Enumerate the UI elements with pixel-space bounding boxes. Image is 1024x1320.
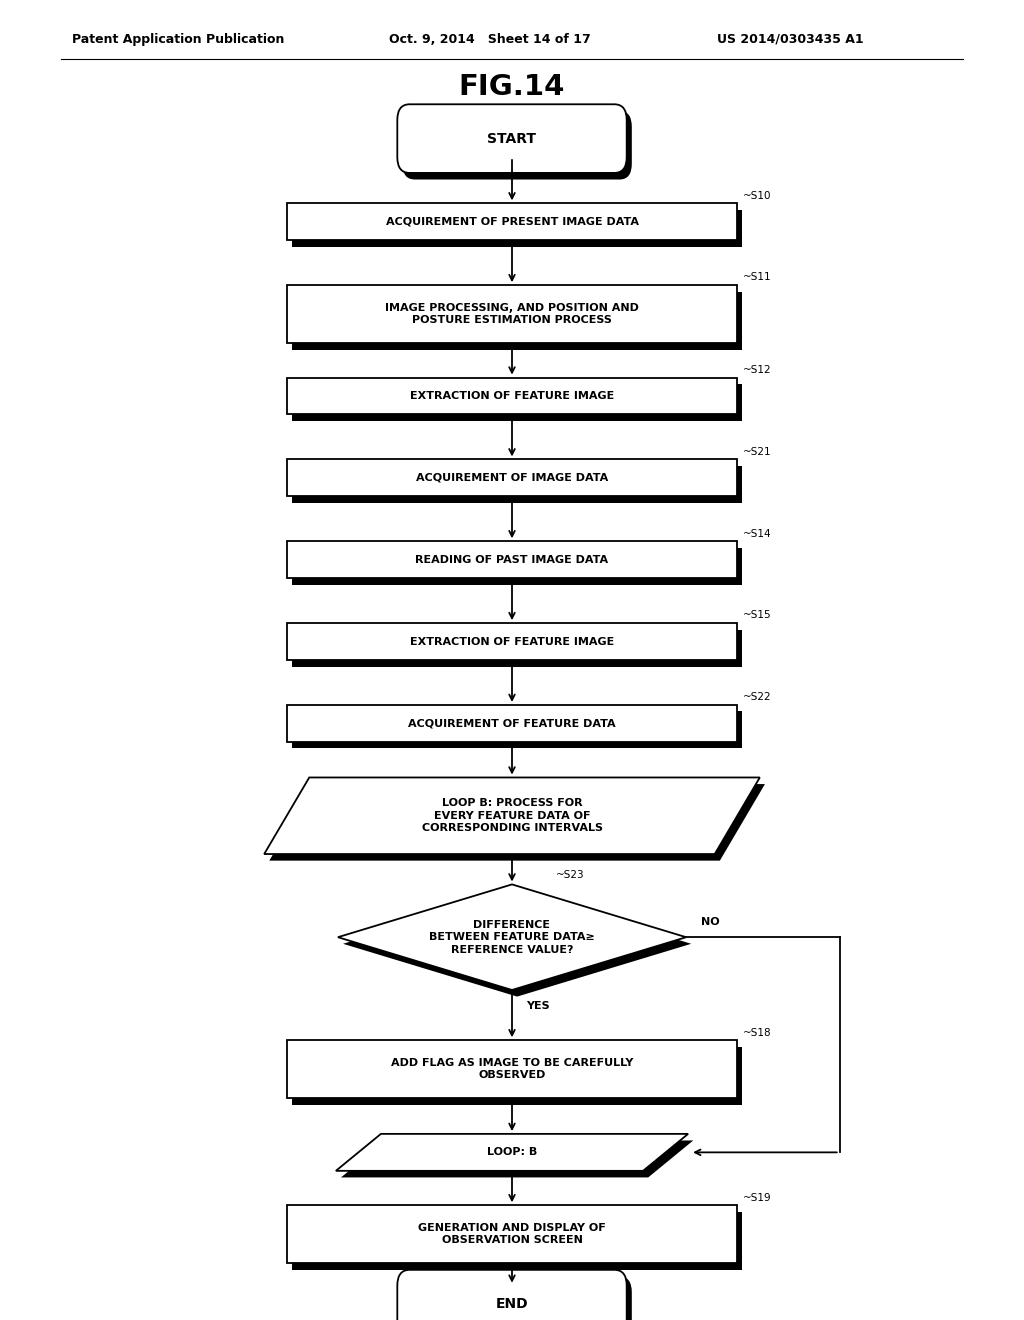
- Text: ~S11: ~S11: [742, 272, 771, 282]
- Text: YES: YES: [525, 1001, 550, 1011]
- Text: ~S14: ~S14: [742, 528, 771, 539]
- FancyBboxPatch shape: [402, 111, 632, 180]
- Text: ~S23: ~S23: [555, 870, 584, 880]
- FancyBboxPatch shape: [397, 1270, 627, 1320]
- Bar: [287, 705, 737, 742]
- Text: DIFFERENCE
BETWEEN FEATURE DATA≥
REFERENCE VALUE?: DIFFERENCE BETWEEN FEATURE DATA≥ REFEREN…: [429, 920, 595, 954]
- Text: ~S12: ~S12: [742, 364, 771, 375]
- Text: START: START: [487, 132, 537, 145]
- Bar: [287, 541, 737, 578]
- Bar: [292, 548, 742, 585]
- Text: EXTRACTION OF FEATURE IMAGE: EXTRACTION OF FEATURE IMAGE: [410, 636, 614, 647]
- Bar: [287, 1205, 737, 1263]
- Bar: [287, 1040, 737, 1098]
- Polygon shape: [343, 891, 691, 997]
- Text: ~S15: ~S15: [742, 610, 771, 620]
- Text: US 2014/0303435 A1: US 2014/0303435 A1: [717, 33, 863, 46]
- Bar: [287, 378, 737, 414]
- Text: ACQUIREMENT OF IMAGE DATA: ACQUIREMENT OF IMAGE DATA: [416, 473, 608, 483]
- Bar: [292, 466, 742, 503]
- Polygon shape: [336, 1134, 688, 1171]
- Text: NO: NO: [701, 916, 720, 927]
- Bar: [292, 630, 742, 667]
- Text: ~S21: ~S21: [742, 446, 771, 457]
- Text: LOOP: B: LOOP: B: [486, 1147, 538, 1158]
- Text: ~S19: ~S19: [742, 1192, 771, 1203]
- Polygon shape: [264, 777, 760, 854]
- Bar: [287, 459, 737, 496]
- Text: ~S18: ~S18: [742, 1027, 771, 1038]
- Bar: [292, 384, 742, 421]
- Polygon shape: [269, 784, 765, 861]
- FancyBboxPatch shape: [397, 104, 627, 173]
- Text: ADD FLAG AS IMAGE TO BE CAREFULLY
OBSERVED: ADD FLAG AS IMAGE TO BE CAREFULLY OBSERV…: [391, 1059, 633, 1080]
- FancyBboxPatch shape: [402, 1276, 632, 1320]
- Polygon shape: [338, 884, 686, 990]
- Bar: [292, 292, 742, 350]
- Text: ~S22: ~S22: [742, 692, 771, 702]
- Text: LOOP B: PROCESS FOR
EVERY FEATURE DATA OF
CORRESPONDING INTERVALS: LOOP B: PROCESS FOR EVERY FEATURE DATA O…: [422, 799, 602, 833]
- Text: IMAGE PROCESSING, AND POSITION AND
POSTURE ESTIMATION PROCESS: IMAGE PROCESSING, AND POSITION AND POSTU…: [385, 304, 639, 325]
- Text: ~S10: ~S10: [742, 190, 771, 201]
- Bar: [292, 1047, 742, 1105]
- Bar: [292, 711, 742, 748]
- Text: ACQUIREMENT OF FEATURE DATA: ACQUIREMENT OF FEATURE DATA: [409, 718, 615, 729]
- Bar: [287, 203, 737, 240]
- Text: GENERATION AND DISPLAY OF
OBSERVATION SCREEN: GENERATION AND DISPLAY OF OBSERVATION SC…: [418, 1224, 606, 1245]
- Text: ACQUIREMENT OF PRESENT IMAGE DATA: ACQUIREMENT OF PRESENT IMAGE DATA: [385, 216, 639, 227]
- Text: Oct. 9, 2014   Sheet 14 of 17: Oct. 9, 2014 Sheet 14 of 17: [389, 33, 591, 46]
- Text: Patent Application Publication: Patent Application Publication: [72, 33, 284, 46]
- Bar: [287, 285, 737, 343]
- Bar: [292, 1212, 742, 1270]
- Polygon shape: [341, 1140, 693, 1177]
- Bar: [292, 210, 742, 247]
- Text: EXTRACTION OF FEATURE IMAGE: EXTRACTION OF FEATURE IMAGE: [410, 391, 614, 401]
- Text: FIG.14: FIG.14: [459, 73, 565, 100]
- Bar: [287, 623, 737, 660]
- Text: READING OF PAST IMAGE DATA: READING OF PAST IMAGE DATA: [416, 554, 608, 565]
- Text: END: END: [496, 1298, 528, 1311]
